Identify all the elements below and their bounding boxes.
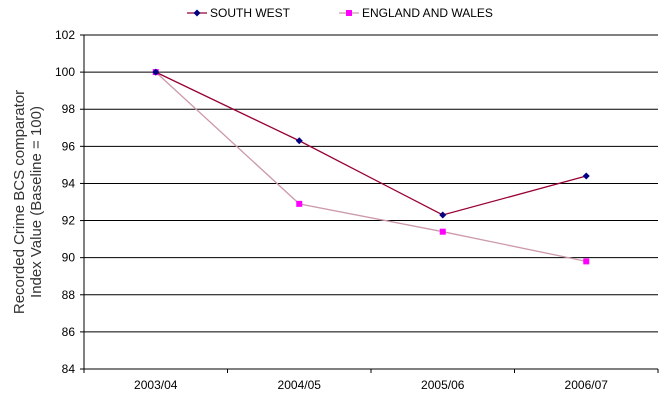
series-line	[155, 71, 587, 216]
data-point	[346, 10, 352, 16]
series-group	[152, 68, 590, 265]
y-axis-title: Recorded Crime BCS comparatorIndex Value…	[11, 90, 45, 314]
data-point	[583, 258, 590, 265]
legend: SOUTH WEST ENGLAND AND WALES	[187, 6, 493, 20]
legend-item: SOUTH WEST	[187, 6, 291, 20]
series-england-and-wales	[152, 69, 590, 265]
data-point	[193, 9, 201, 17]
data-point	[295, 137, 303, 145]
legend-label: ENGLAND AND WALES	[362, 6, 493, 20]
x-tick-label: 2004/05	[278, 378, 322, 392]
x-tick-label: 2003/04	[134, 378, 178, 392]
data-point	[439, 211, 447, 219]
data-point	[152, 68, 160, 76]
series-line	[155, 71, 587, 263]
y-tick-label: 102	[55, 28, 75, 42]
y-tick-label: 94	[62, 176, 76, 190]
data-point	[582, 172, 590, 180]
y-tick-label: 86	[62, 325, 76, 339]
legend-item: ENGLAND AND WALES	[339, 6, 493, 20]
y-axis-title-line: Index Value (Baseline = 100)	[28, 106, 45, 298]
x-tick-label: 2006/07	[565, 378, 609, 392]
x-tick-labels: 2003/04 2004/05 2005/06 2006/07	[134, 378, 608, 392]
data-point	[296, 200, 303, 207]
legend-label: SOUTH WEST	[210, 6, 291, 20]
y-tick-label: 84	[62, 362, 76, 376]
axes	[80, 34, 659, 373]
y-tick-label: 100	[55, 65, 75, 79]
y-tick-label: 96	[62, 139, 76, 153]
data-point	[439, 228, 446, 235]
y-axis-title-line: Recorded Crime BCS comparator	[11, 90, 28, 314]
y-tick-label: 98	[62, 102, 76, 116]
x-tick-label: 2005/06	[421, 378, 465, 392]
y-tick-label: 90	[62, 251, 76, 265]
series-south-west	[152, 68, 590, 219]
y-tick-label: 92	[62, 214, 76, 228]
y-tick-label: 88	[62, 288, 76, 302]
y-tick-labels: 84 86 88 90 92 94 96 98 100 102	[55, 28, 75, 376]
